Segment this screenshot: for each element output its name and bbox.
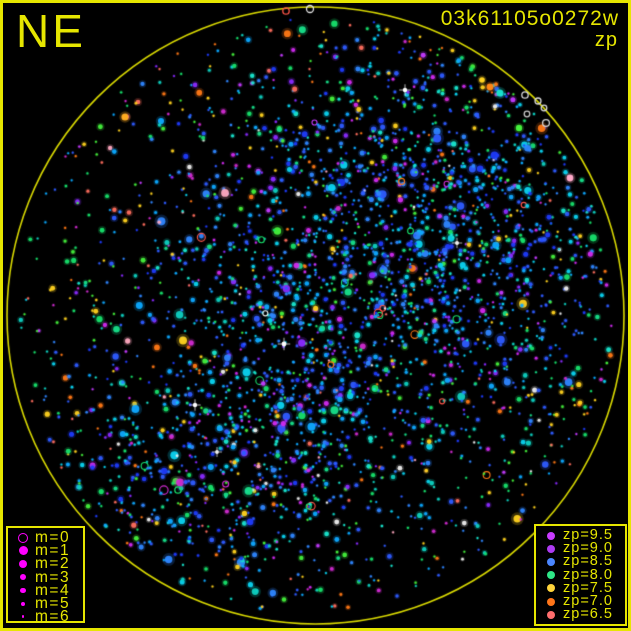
m-legend-row-marker-col [11,601,35,606]
zp-legend-row-label: zp=9.5 [563,527,613,544]
zp-legend-row-marker-icon [547,557,555,566]
m-legend-row: m=1 [11,542,83,560]
zp-legend-row-marker-icon [547,610,555,619]
zp-legend-row-label: zp=8.5 [563,553,613,570]
plot-subtitle-zp: zp [594,29,618,51]
zp-legend-row: zp=6.5 [539,606,625,623]
zp-legend-row: zp=8.5 [539,553,625,570]
zp-legend-row-marker-icon [547,531,555,540]
m-legend-row-marker-icon [21,601,25,606]
m-legend-row-marker-col [11,587,35,594]
m-legend-row-label: m=5 [35,595,71,613]
m-legend-row: m=6 [11,608,83,626]
m-legend-row-label: m=2 [35,555,71,573]
m-legend-row-marker-icon [19,573,27,581]
m-legend-row-marker-icon [19,559,27,568]
zp-legend-row: zp=7.5 [539,579,625,596]
zeropoint-legend: zp=9.5 zp=9.0 zp=8.5 zp=8.0 zp=7.5 zp=7.0 zp=6… [534,524,627,626]
m-legend-row: m=0 [11,529,83,547]
magnitude-legend: m=0 m=1 m=2 m=3 m=4 m=5 m=6 [6,526,85,626]
m-legend-row: m=5 [11,595,83,613]
zp-legend-row-marker-col [539,557,563,566]
m-legend-row-marker-icon [20,587,26,594]
zp-legend-row: zp=9.5 [539,527,625,544]
plot-title: 03k61105o0272w [440,7,619,30]
m-legend-row-marker-icon [18,546,28,556]
m-legend-row-label: m=3 [35,568,71,586]
m-legend-row-label: m=6 [35,608,71,626]
zp-legend-row-marker-col [539,610,563,619]
m-legend-row-label: m=4 [35,581,71,599]
m-legend-row-marker-col [11,532,35,543]
m-legend-row-marker-icon [18,532,28,543]
zp-legend-row-label: zp=7.5 [563,579,613,596]
m-legend-row-marker-icon [21,615,25,619]
zp-legend-row-marker-col [539,531,563,540]
zp-legend-row-marker-icon [547,544,555,553]
zp-legend-row: zp=9.0 [539,540,625,557]
m-legend-row-marker-col [11,559,35,568]
zp-legend-row-marker-col [539,544,563,553]
zp-legend-row-label: zp=6.5 [563,606,613,623]
orientation-label-ne: NE [16,5,86,57]
m-legend-row-marker-col [11,573,35,581]
m-legend-row: m=3 [11,568,83,586]
zp-legend-row-marker-col [539,597,563,606]
m-legend-row: m=2 [11,555,83,573]
zp-legend-row-marker-icon [547,571,555,580]
zp-legend-row-marker-icon [547,597,555,606]
zp-legend-row-marker-col [539,584,563,593]
zp-legend-row-label: zp=7.0 [563,593,613,610]
m-legend-row-label: m=0 [35,529,71,547]
zp-legend-row-marker-col [539,571,563,580]
m-legend-row-marker-col [11,615,35,619]
zp-legend-row-label: zp=9.0 [563,540,613,557]
zp-legend-row: zp=7.0 [539,593,625,610]
zp-legend-row-marker-icon [547,584,555,593]
zp-legend-row-label: zp=8.0 [563,566,613,583]
m-legend-row: m=4 [11,581,83,599]
zp-legend-row: zp=8.0 [539,566,625,583]
m-legend-row-marker-col [11,546,35,556]
m-legend-row-label: m=1 [35,542,71,560]
